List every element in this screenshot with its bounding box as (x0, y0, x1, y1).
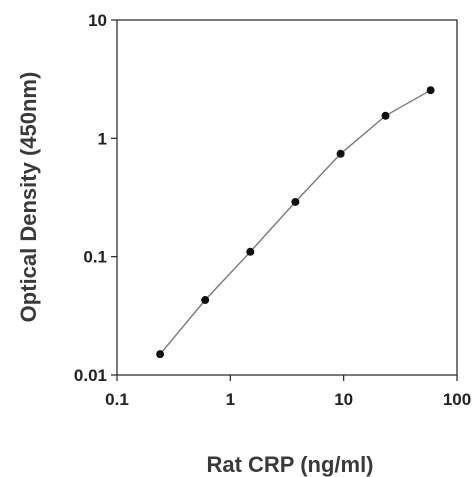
y-tick-label-1: 0.1 (83, 248, 107, 267)
y-axis-label: Optical Density (450nm) (16, 72, 41, 323)
data-point-3 (291, 197, 300, 206)
data-point-1 (201, 296, 210, 305)
y-tick-label-2: 1 (98, 129, 107, 148)
y-tick-label-3: 10 (88, 11, 107, 30)
x-axis-label: Rat CRP (ng/ml) (206, 452, 373, 477)
data-point-2 (246, 247, 255, 256)
x-tick-label-2: 10 (334, 390, 353, 409)
x-tick-label-3: 100 (443, 390, 471, 409)
series-layer (156, 86, 435, 359)
y-axis-ticks: 0.01 0.1 1 10 (74, 11, 117, 385)
data-point-0 (156, 350, 165, 359)
data-point-4 (336, 149, 345, 158)
data-point-6 (426, 86, 435, 95)
x-axis-ticks: 0.1 1 10 100 (105, 375, 471, 409)
series-line-0 (159, 89, 431, 355)
plot-frame (116, 19, 458, 376)
y-tick-label-0: 0.01 (74, 366, 107, 385)
x-tick-label-0: 0.1 (105, 390, 129, 409)
data-point-5 (381, 111, 390, 120)
x-tick-label-1: 1 (226, 390, 235, 409)
